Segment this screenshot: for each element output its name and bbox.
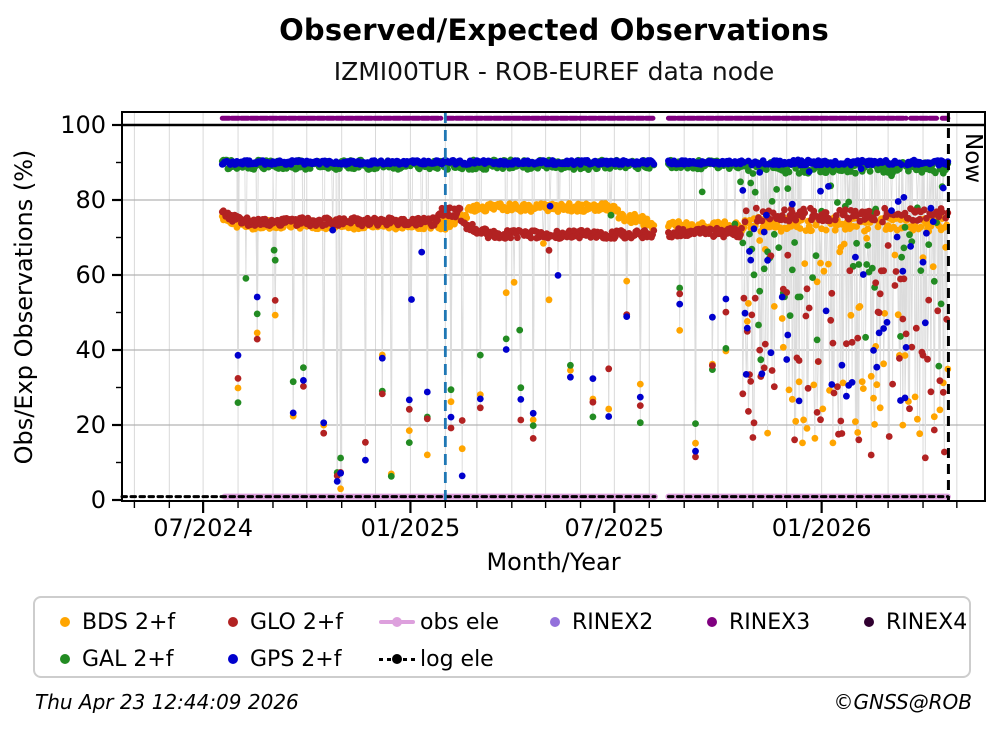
svg-text:0: 0 [91, 486, 106, 514]
obs-ele-marker-icon [379, 607, 415, 637]
copyright-label: ©GNSS@ROB [833, 690, 973, 714]
legend-item-obs-ele: obs ele [379, 606, 499, 638]
svg-text:60: 60 [75, 261, 106, 289]
legend-label: log ele [420, 646, 494, 672]
legend-item-rinex4: RINEX4 [859, 606, 967, 638]
legend-item-rinex2: RINEX2 [545, 606, 653, 638]
legend-label: GAL 2+f [82, 646, 174, 672]
legend-item-rinex3: RINEX3 [702, 606, 810, 638]
svg-text:40: 40 [75, 336, 106, 364]
legend-item-gps-2-f: GPS 2+f [223, 643, 341, 675]
legend-item-gal-2-f: GAL 2+f [55, 643, 174, 675]
legend-label: obs ele [420, 609, 500, 635]
legend-item-log-ele: log ele [379, 643, 494, 675]
log-ele-marker-icon [379, 644, 415, 674]
svg-text:07/2025: 07/2025 [564, 514, 664, 542]
svg-text:07/2024: 07/2024 [153, 514, 253, 542]
plot-canvas: Now 07/2024 01/2025 07/2025 01/2026 0 20 40 60 80… [10, 111, 986, 576]
rinex3-marker-icon [707, 617, 717, 627]
series-gps-2-f-points [218, 156, 952, 485]
y-axis-ticks [112, 123, 122, 502]
gal-2-f-marker-icon [60, 654, 70, 664]
legend: BDS 2+f GAL 2+f GLO 2+f GPS 2+f obs ele log e… [33, 596, 971, 678]
legend-label: RINEX3 [729, 609, 811, 635]
svg-text:20: 20 [75, 411, 106, 439]
glo-2-f-marker-icon [228, 617, 238, 627]
legend-label: GPS 2+f [250, 646, 342, 672]
svg-text:01/2026: 01/2026 [772, 514, 872, 542]
page-title: Observed/Expected Observations [279, 13, 829, 47]
series-glo-2-f-points [218, 204, 952, 480]
x-tick-labels: 07/2024 01/2025 07/2025 01/2026 [153, 514, 871, 542]
legend-label: BDS 2+f [82, 609, 176, 635]
svg-text:01/2025: 01/2025 [361, 514, 461, 542]
plot-frame [121, 111, 986, 502]
y-axis-label: Obs/Exp Observations (%) [10, 150, 38, 465]
svg-text:100: 100 [60, 111, 106, 139]
legend-label: RINEX2 [572, 609, 654, 635]
x-axis-label: Month/Year [486, 548, 620, 576]
rinex2-marker-icon [550, 617, 560, 627]
bds-2-f-marker-icon [60, 617, 70, 627]
legend-item-glo-2-f: GLO 2+f [223, 606, 343, 638]
now-label: Now [960, 133, 986, 183]
chart-subtitle: IZMI00TUR - ROB-EUREF data node [333, 57, 775, 86]
timestamp-label: Thu Apr 23 12:44:09 2026 [35, 690, 299, 714]
rinex4-marker-icon [864, 617, 874, 627]
legend-label: GLO 2+f [250, 609, 344, 635]
gps-2-f-marker-icon [228, 654, 238, 664]
x-axis-ticks [133, 502, 958, 513]
legend-label: RINEX4 [886, 609, 968, 635]
y-tick-labels: 0 20 40 60 80 100 [60, 111, 106, 514]
svg-text:80: 80 [75, 186, 106, 214]
legend-item-bds-2-f: BDS 2+f [55, 606, 175, 638]
